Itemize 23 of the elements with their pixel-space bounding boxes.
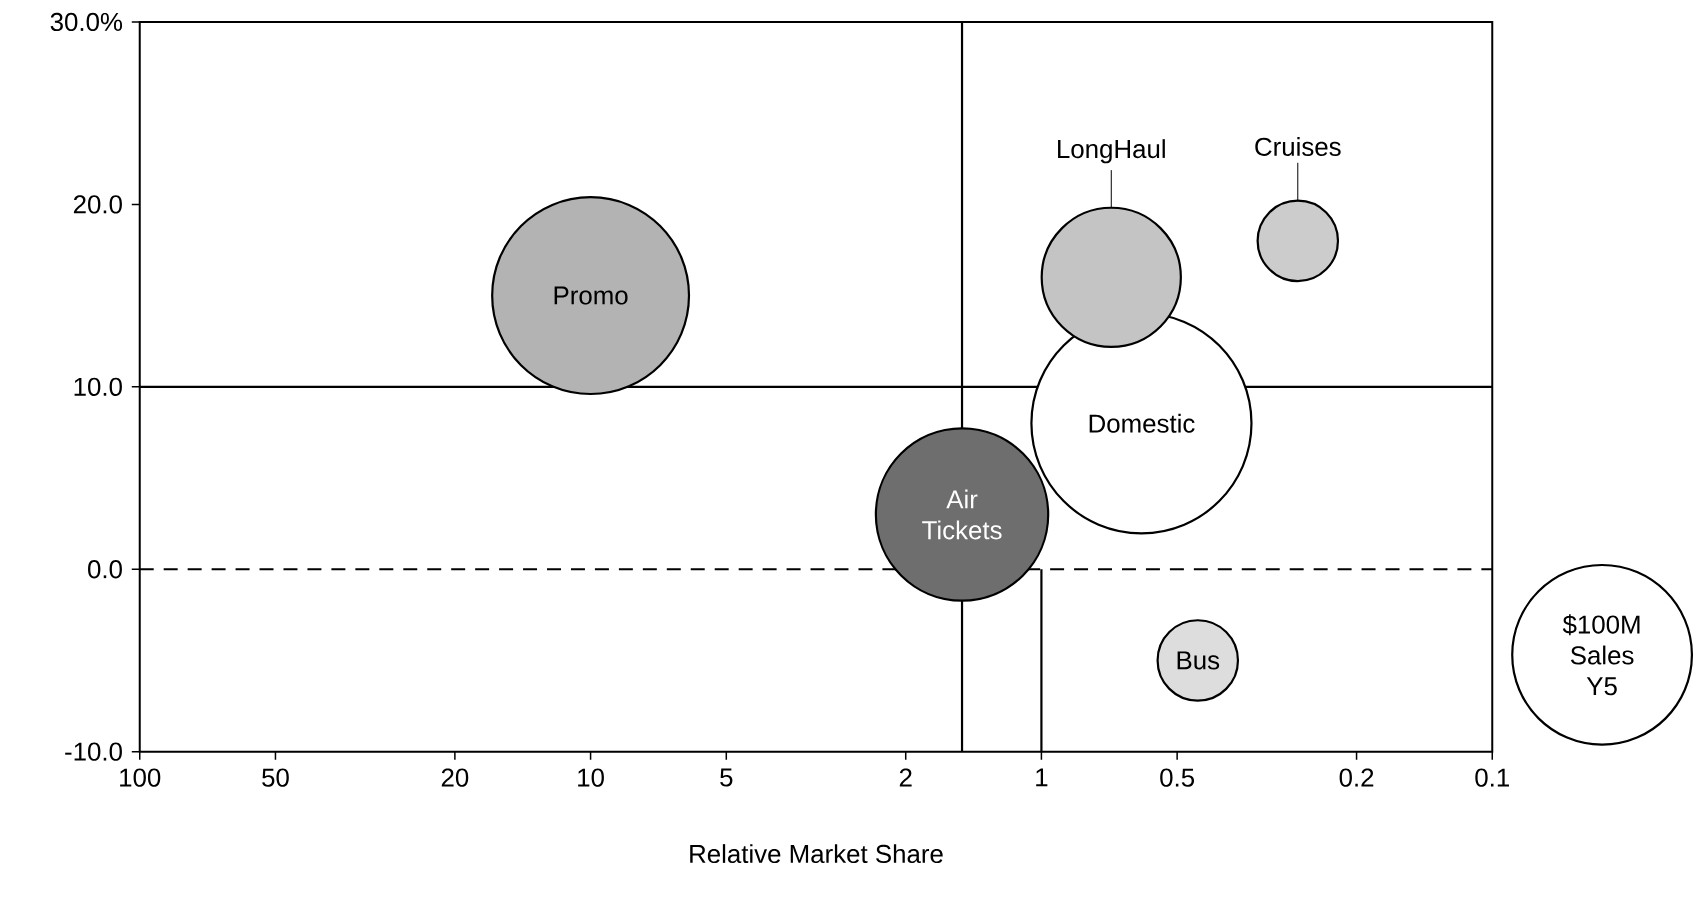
x-tick-label: 20 [441,768,469,787]
x-tick-label: 0.1 [1475,768,1509,787]
annotation: Air Tickets [922,489,1002,540]
x-tick-label: 1 [1036,768,1048,787]
y-tick-label: -10.0 [65,742,122,761]
x-tick-label: 100 [120,768,161,787]
y-tick-label: 20.0 [73,195,122,214]
x-tick-label: 0.2 [1339,768,1374,787]
x-tick-label: 5 [720,768,733,787]
x-tick-label: 50 [262,768,289,787]
x-tick-label: 0.5 [1160,768,1195,787]
annotation: Promo [554,286,628,305]
x-tick-label: 2 [899,768,912,787]
x-axis-title: Relative Market Share [690,843,943,863]
y-tick-label: 10.0 [74,377,122,396]
y-tick-label: 30.0% [50,12,123,31]
annotation: Bus [1177,651,1220,670]
annotation: Domestic [1089,413,1195,433]
annotation: LongHaul [1058,138,1165,164]
annotation: Cruises [1255,136,1341,156]
x-tick-label: 10 [578,768,604,787]
y-tick-label: 0.0 [88,559,122,579]
legend-label: $100M Sales Y5 [1562,614,1640,696]
